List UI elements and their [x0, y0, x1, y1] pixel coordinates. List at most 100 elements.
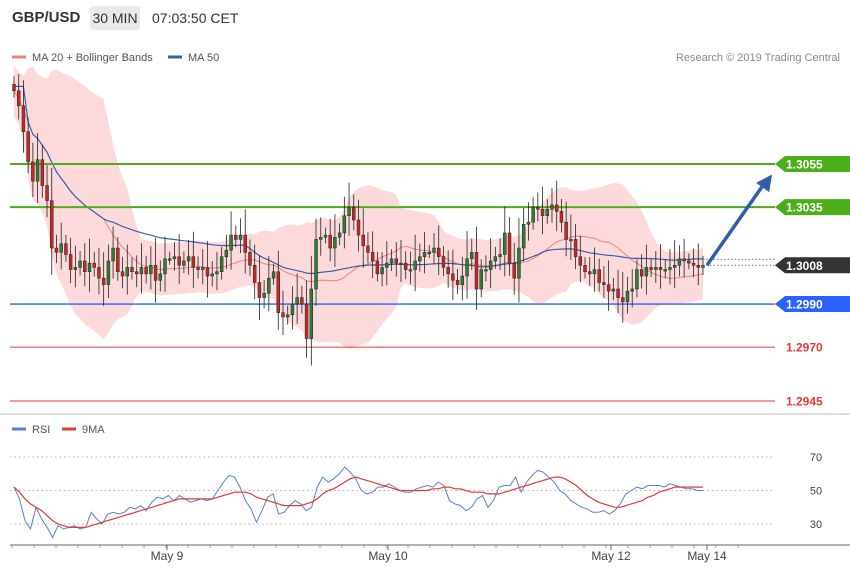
candle-body — [210, 273, 214, 277]
candle-body — [158, 273, 163, 281]
candle-body — [252, 265, 257, 283]
candle-body — [45, 185, 49, 201]
candle-body — [366, 245, 370, 253]
candle-body — [583, 265, 587, 272]
candle-body — [120, 271, 125, 277]
candle-body — [488, 260, 493, 270]
candle-body — [559, 211, 564, 223]
level-label-1-3035: 1.3035 — [786, 201, 823, 215]
candle-body — [687, 260, 691, 264]
candle-body — [470, 252, 474, 260]
candle-body — [257, 282, 262, 298]
rsi-tick-50: 50 — [810, 486, 822, 498]
candle-body — [588, 271, 592, 275]
level-label-1-2990: 1.2990 — [786, 298, 823, 312]
candle-body — [168, 258, 172, 261]
candle-body — [441, 256, 446, 268]
candle-body — [493, 256, 498, 262]
timeframe-selector[interactable]: 30 MIN — [90, 6, 140, 30]
candle-body — [460, 275, 465, 285]
candle-body — [677, 258, 682, 266]
credit-text: Research © 2019 Trading Central — [676, 52, 840, 64]
candle-body — [153, 265, 158, 281]
candle-body — [40, 159, 45, 186]
candle-body — [111, 247, 115, 262]
candle-body — [625, 290, 630, 303]
candle-body — [172, 256, 177, 260]
candle-body — [134, 271, 139, 275]
candle-body — [550, 204, 554, 210]
candle-body — [592, 269, 597, 275]
time-tick-label: May 10 — [368, 549, 408, 563]
candle-body — [276, 271, 280, 313]
candle-body — [422, 252, 427, 257]
candle-body — [215, 271, 219, 275]
candle-body — [229, 234, 233, 251]
candle-body — [64, 243, 68, 255]
level-label-1-2945: 1.2945 — [786, 395, 823, 409]
candle-body — [498, 254, 502, 257]
candle-body — [573, 239, 578, 257]
candle-body — [621, 297, 625, 303]
candle-body — [337, 232, 342, 238]
candle-body — [144, 267, 148, 275]
symbol-title[interactable]: GBP/USD — [12, 9, 81, 26]
rsi-line — [13, 466, 703, 539]
candle-body — [394, 258, 398, 264]
candle-body — [281, 312, 285, 318]
candle-body — [663, 269, 667, 272]
candle-body — [290, 303, 295, 316]
chart-header: GBP/USD 30 MIN 07:03:50 CET — [0, 0, 850, 38]
candle-body — [87, 262, 92, 272]
candle-body — [196, 267, 200, 270]
candle-body — [517, 247, 521, 279]
time-tick-label: May 14 — [687, 549, 727, 563]
candle-body — [658, 267, 663, 270]
candle-body — [691, 262, 696, 266]
candle-body — [12, 84, 16, 91]
candle-body — [682, 258, 686, 262]
candle-body — [649, 267, 653, 270]
candle-body — [536, 206, 540, 210]
candle-body — [300, 297, 304, 305]
candle-body — [323, 234, 328, 238]
candle-body — [611, 288, 616, 292]
candle-body — [616, 288, 620, 298]
candle-body — [375, 260, 380, 275]
candle-body — [59, 243, 63, 253]
candle-body — [413, 260, 417, 270]
candle-body — [186, 256, 191, 262]
candle-body — [116, 247, 120, 272]
level-label-1-3055: 1.3055 — [786, 158, 823, 172]
candle-body — [672, 265, 677, 268]
candle-body — [503, 232, 507, 255]
candle-body — [97, 267, 101, 279]
candle-body — [602, 282, 606, 285]
legend-ma20-label: MA 20 + Bollinger Bands — [32, 52, 153, 64]
level-tag-1-3035 — [775, 199, 850, 216]
candle-body — [17, 90, 21, 107]
candle-body — [243, 234, 247, 253]
candle-body — [342, 215, 347, 234]
candle-body — [531, 206, 535, 223]
candle-body — [370, 252, 375, 262]
candle-body — [68, 254, 73, 270]
candle-body — [149, 265, 153, 275]
level-tag-1-3055 — [775, 156, 850, 172]
candle-body — [512, 262, 516, 279]
candle-body — [271, 271, 276, 279]
candle-body — [545, 208, 549, 216]
candle-body — [78, 260, 82, 268]
candle-body — [234, 234, 238, 240]
candle-body — [92, 262, 96, 268]
candle-body — [521, 224, 526, 249]
candle-body — [248, 252, 252, 266]
candle-body — [654, 267, 658, 270]
candle-body — [352, 206, 356, 221]
candle-body — [182, 260, 186, 266]
candle-body — [635, 269, 639, 290]
ma50-line — [14, 85, 704, 275]
current-price-tag — [775, 257, 850, 274]
legend-9ma-label: 9MA — [82, 424, 105, 436]
